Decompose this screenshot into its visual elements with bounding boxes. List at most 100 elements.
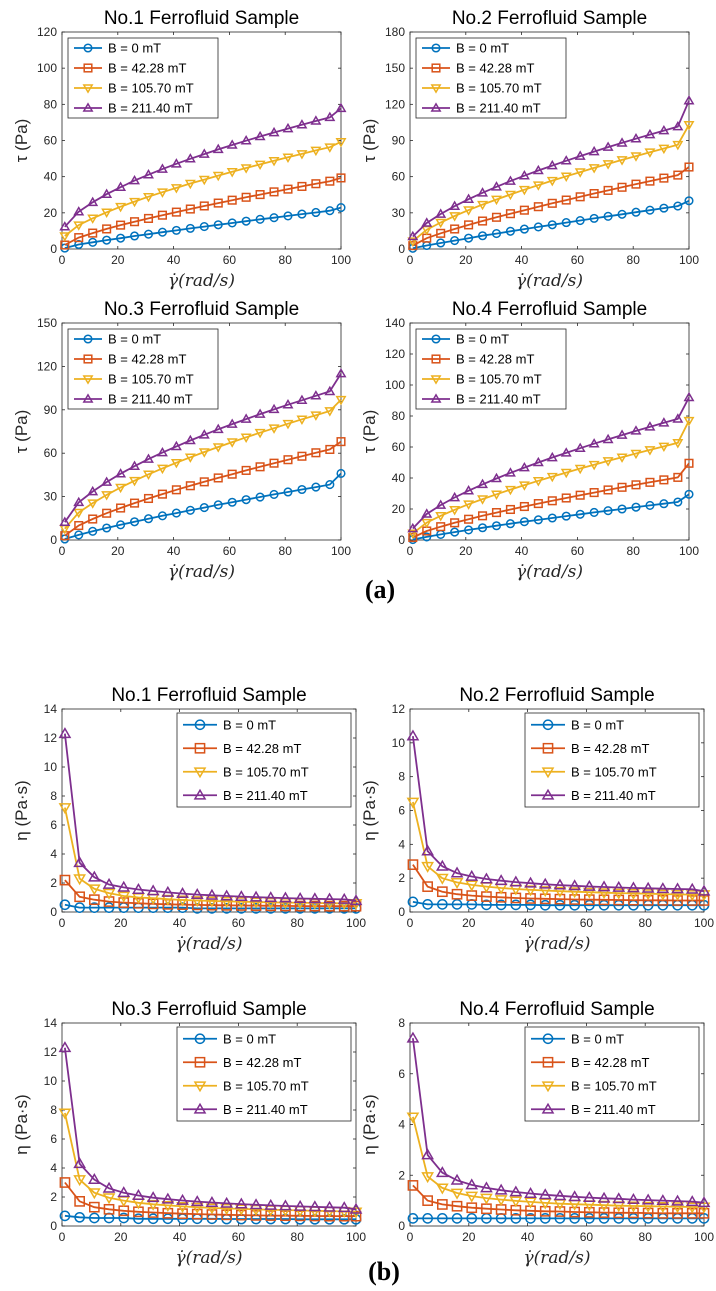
data-point bbox=[436, 1199, 448, 1210]
data-point bbox=[658, 417, 670, 427]
data-point bbox=[547, 220, 557, 230]
data-point bbox=[185, 481, 195, 491]
data-point bbox=[616, 453, 628, 463]
series-2 bbox=[60, 173, 346, 250]
data-point bbox=[311, 207, 321, 218]
data-point bbox=[255, 492, 265, 502]
data-point bbox=[641, 889, 655, 901]
y-tick-label: 80 bbox=[392, 409, 406, 423]
data-point bbox=[102, 1193, 116, 1205]
data-point bbox=[631, 502, 641, 512]
data-point bbox=[644, 148, 656, 158]
data-point bbox=[255, 462, 265, 472]
series-line bbox=[412, 493, 690, 541]
data-point bbox=[421, 508, 433, 518]
data-point bbox=[143, 192, 154, 203]
data-point bbox=[296, 119, 308, 129]
x-tick-label: 80 bbox=[291, 916, 305, 930]
data-point bbox=[335, 137, 347, 148]
data-point bbox=[574, 464, 586, 475]
legend-marker bbox=[430, 102, 442, 112]
data-point bbox=[88, 1201, 100, 1213]
data-point bbox=[519, 517, 529, 527]
data-point bbox=[630, 449, 642, 460]
x-tick-label: 40 bbox=[521, 1230, 535, 1244]
legend-box bbox=[415, 328, 567, 410]
data-point bbox=[59, 232, 71, 242]
data-point bbox=[220, 1204, 234, 1216]
series-line bbox=[64, 206, 342, 249]
data-point bbox=[310, 390, 322, 400]
data-point bbox=[74, 902, 85, 914]
series-4 bbox=[58, 727, 363, 906]
data-point bbox=[240, 433, 252, 443]
chart-7: No.3 Ferrofluid Sample 0 20 40 60 80 100 0 2 4 6 8 1… bbox=[12, 999, 366, 1268]
data-point bbox=[574, 442, 586, 453]
data-point bbox=[324, 385, 336, 396]
data-point bbox=[684, 162, 694, 172]
legend: B = 0 mT B = 42.28 mT B = 105.70 mT B = 211… bbox=[176, 1026, 352, 1122]
legend-box bbox=[524, 712, 700, 808]
data-point bbox=[450, 1188, 464, 1200]
data-point bbox=[672, 413, 684, 423]
data-point bbox=[597, 888, 611, 900]
data-point bbox=[524, 876, 537, 888]
data-point bbox=[672, 439, 684, 449]
data-point bbox=[491, 229, 502, 239]
data-point bbox=[644, 421, 656, 431]
x-tick-label: 80 bbox=[279, 544, 293, 558]
legend-marker bbox=[431, 354, 441, 364]
data-point bbox=[451, 1200, 463, 1212]
data-point bbox=[176, 1193, 189, 1205]
data-point bbox=[349, 1202, 363, 1214]
data-point bbox=[672, 140, 684, 151]
legend-entry: B = 0 mT bbox=[108, 332, 161, 347]
data-point bbox=[254, 428, 266, 439]
x-tick-label: 0 bbox=[59, 544, 66, 558]
legend-entry: B = 0 mT bbox=[456, 332, 509, 347]
data-point bbox=[575, 490, 585, 500]
y-tick-label: 60 bbox=[44, 134, 58, 148]
y-tick-label: 150 bbox=[37, 316, 57, 330]
data-point bbox=[226, 167, 238, 178]
series-line bbox=[64, 1047, 357, 1211]
data-point bbox=[603, 211, 613, 221]
data-point bbox=[422, 881, 433, 892]
data-point bbox=[103, 1203, 115, 1215]
legend-marker bbox=[193, 1081, 207, 1093]
data-point bbox=[143, 169, 154, 179]
legend-entry: B = 211.40 mT bbox=[456, 101, 541, 116]
data-point bbox=[143, 470, 154, 480]
legend-entry: B = 42.28 mT bbox=[223, 741, 301, 756]
data-point bbox=[324, 143, 336, 153]
data-point bbox=[554, 1206, 566, 1217]
data-point bbox=[129, 476, 141, 487]
data-point bbox=[659, 203, 669, 213]
legend-marker bbox=[82, 84, 94, 94]
data-point bbox=[494, 1183, 508, 1195]
data-point bbox=[561, 195, 571, 205]
data-point bbox=[698, 1207, 710, 1219]
legend-marker bbox=[194, 1056, 206, 1068]
data-point bbox=[602, 141, 614, 151]
data-point bbox=[234, 897, 248, 909]
data-point bbox=[146, 1199, 160, 1211]
y-tick-label: 12 bbox=[44, 731, 58, 745]
data-point bbox=[598, 894, 610, 906]
data-point bbox=[212, 171, 224, 182]
legend-entry: B = 42.28 mT bbox=[108, 352, 186, 367]
legend-entry: B = 42.28 mT bbox=[456, 352, 534, 367]
data-point bbox=[176, 895, 189, 907]
data-point bbox=[171, 485, 181, 495]
data-point bbox=[539, 899, 551, 911]
legend-entry: B = 105.70 mT bbox=[456, 372, 542, 387]
y-tick-label: 60 bbox=[392, 440, 406, 454]
data-point bbox=[157, 210, 167, 220]
data-point bbox=[568, 887, 582, 899]
data-point bbox=[575, 509, 585, 519]
data-point bbox=[117, 891, 131, 903]
data-point bbox=[264, 897, 278, 909]
data-point bbox=[524, 1197, 537, 1209]
data-point bbox=[146, 1191, 160, 1203]
legend-marker bbox=[194, 742, 206, 754]
